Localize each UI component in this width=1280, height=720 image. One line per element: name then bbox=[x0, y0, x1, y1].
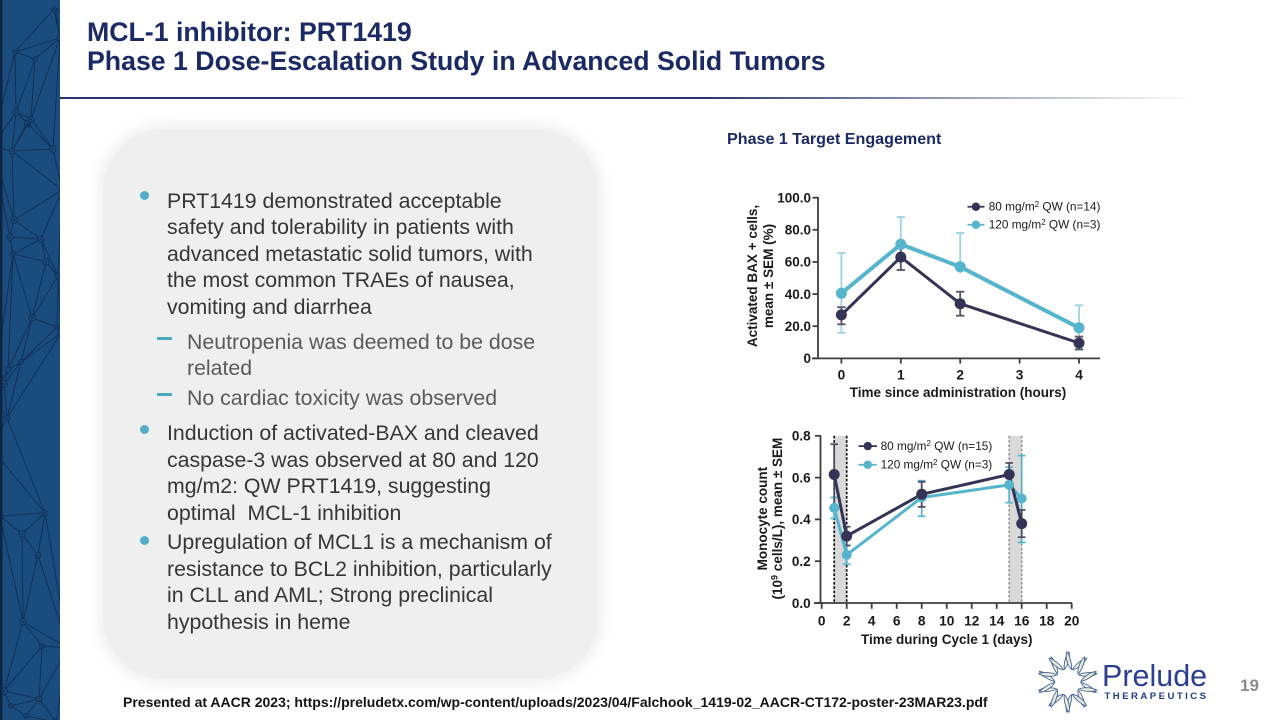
svg-text:0.6: 0.6 bbox=[792, 470, 811, 485]
svg-text:60.0: 60.0 bbox=[785, 255, 811, 270]
svg-text:0: 0 bbox=[803, 351, 811, 366]
svg-text:0: 0 bbox=[818, 613, 826, 628]
svg-text:0: 0 bbox=[838, 368, 846, 383]
svg-text:16: 16 bbox=[1014, 613, 1030, 628]
svg-text:14: 14 bbox=[989, 613, 1005, 628]
svg-text:Activated BAX + cells,: Activated BAX + cells, bbox=[745, 205, 760, 347]
svg-text:mean ± SEM (%): mean ± SEM (%) bbox=[761, 224, 776, 328]
svg-text:0.0: 0.0 bbox=[792, 596, 811, 611]
svg-text:0.4: 0.4 bbox=[792, 512, 811, 527]
svg-text:20: 20 bbox=[1064, 613, 1080, 628]
svg-text:Time since administration (hou: Time since administration (hours) bbox=[850, 385, 1067, 400]
svg-text:2: 2 bbox=[843, 613, 851, 628]
svg-text:6: 6 bbox=[893, 613, 901, 628]
svg-text:80 mg/m2 QW (n=14): 80 mg/m2 QW (n=14) bbox=[989, 200, 1101, 214]
svg-text:3: 3 bbox=[1016, 368, 1024, 383]
svg-text:8: 8 bbox=[918, 613, 926, 628]
svg-text:40.0: 40.0 bbox=[785, 287, 811, 302]
svg-text:THERAPEUTICS: THERAPEUTICS bbox=[1105, 691, 1209, 702]
svg-text:80.0: 80.0 bbox=[785, 223, 811, 238]
svg-text:(109 cells/L), mean ± SEM: (109 cells/L), mean ± SEM bbox=[770, 438, 786, 600]
svg-text:Time during Cycle 1 (days): Time during Cycle 1 (days) bbox=[861, 632, 1033, 647]
svg-text:12: 12 bbox=[964, 613, 980, 628]
svg-text:120 mg/m2 QW (n=3): 120 mg/m2 QW (n=3) bbox=[989, 218, 1101, 232]
svg-text:80 mg/m2 QW (n=15): 80 mg/m2 QW (n=15) bbox=[881, 439, 993, 453]
svg-text:0.2: 0.2 bbox=[792, 554, 811, 569]
svg-text:100.0: 100.0 bbox=[777, 190, 811, 205]
svg-text:1: 1 bbox=[897, 368, 905, 383]
svg-text:0.8: 0.8 bbox=[792, 429, 811, 444]
svg-text:20.0: 20.0 bbox=[785, 319, 811, 334]
svg-text:10: 10 bbox=[939, 613, 955, 628]
svg-text:Monocyte count: Monocyte count bbox=[755, 466, 770, 570]
svg-text:4: 4 bbox=[868, 613, 876, 628]
svg-text:18: 18 bbox=[1039, 613, 1055, 628]
svg-text:4: 4 bbox=[1075, 368, 1083, 383]
svg-text:2: 2 bbox=[956, 368, 964, 383]
svg-text:Prelude: Prelude bbox=[1102, 659, 1207, 693]
svg-text:120 mg/m2 QW (n=3): 120 mg/m2 QW (n=3) bbox=[881, 458, 993, 472]
